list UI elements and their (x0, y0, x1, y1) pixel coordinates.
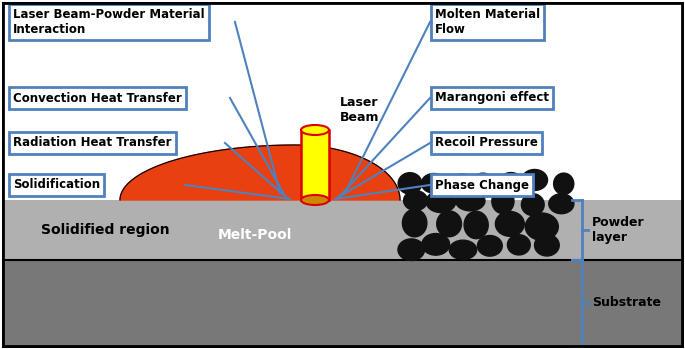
Text: Solidified region: Solidified region (40, 223, 169, 237)
Bar (3, 3, 682, 200)
Ellipse shape (421, 173, 446, 193)
Text: Convection Heat Transfer: Convection Heat Transfer (13, 91, 182, 104)
Ellipse shape (492, 189, 514, 214)
Ellipse shape (456, 191, 485, 211)
Text: Marangoni effect: Marangoni effect (435, 91, 549, 104)
Text: Recoil Pressure: Recoil Pressure (435, 136, 538, 149)
Ellipse shape (301, 195, 329, 205)
Ellipse shape (477, 236, 502, 256)
Ellipse shape (398, 239, 425, 260)
Ellipse shape (499, 173, 523, 190)
Ellipse shape (403, 191, 427, 210)
Ellipse shape (522, 170, 547, 191)
Text: Melt-Pool: Melt-Pool (218, 228, 292, 242)
Ellipse shape (398, 173, 422, 194)
Ellipse shape (402, 209, 427, 237)
Ellipse shape (464, 211, 488, 239)
Text: Phase Change: Phase Change (435, 178, 529, 192)
Text: Laser
Beam: Laser Beam (340, 96, 379, 124)
Ellipse shape (301, 125, 329, 135)
Polygon shape (120, 145, 400, 200)
Ellipse shape (549, 194, 574, 214)
Ellipse shape (495, 211, 524, 236)
Ellipse shape (449, 240, 477, 259)
Ellipse shape (525, 213, 558, 240)
Ellipse shape (437, 211, 462, 237)
Ellipse shape (521, 194, 544, 216)
Ellipse shape (473, 173, 493, 192)
Bar (301, 130, 329, 200)
Ellipse shape (553, 173, 574, 194)
Text: Molten Material
Flow: Molten Material Flow (435, 8, 540, 36)
Ellipse shape (422, 233, 449, 255)
Text: Substrate: Substrate (592, 297, 661, 310)
Ellipse shape (508, 235, 530, 255)
Text: Powder
layer: Powder layer (592, 216, 645, 244)
Text: Laser Beam-Powder Material
Interaction: Laser Beam-Powder Material Interaction (13, 8, 205, 36)
Bar (3, 260, 682, 346)
Bar (301, 130, 329, 200)
Text: Solidification: Solidification (13, 178, 100, 192)
Ellipse shape (426, 191, 456, 213)
Bar (3, 200, 682, 260)
Ellipse shape (534, 235, 559, 256)
Text: Radiation Heat Transfer: Radiation Heat Transfer (13, 136, 171, 149)
Ellipse shape (451, 174, 473, 191)
